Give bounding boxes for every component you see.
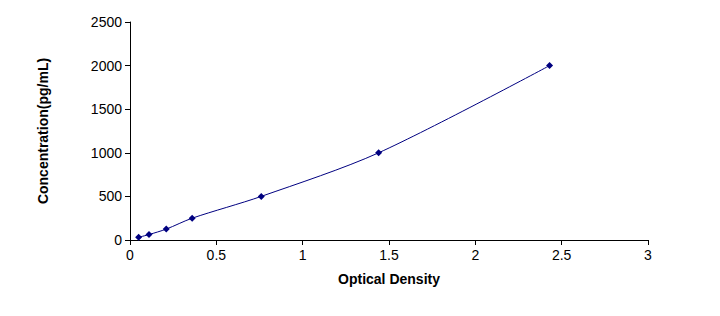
svg-text:1: 1 — [299, 247, 307, 263]
svg-text:3: 3 — [644, 247, 652, 263]
svg-text:2.5: 2.5 — [552, 247, 572, 263]
svg-text:Optical Density: Optical Density — [338, 271, 440, 287]
svg-text:2000: 2000 — [91, 58, 122, 74]
svg-text:1000: 1000 — [91, 145, 122, 161]
svg-text:2: 2 — [471, 247, 479, 263]
svg-text:0.5: 0.5 — [207, 247, 227, 263]
svg-text:0: 0 — [126, 247, 134, 263]
svg-text:1.5: 1.5 — [379, 247, 399, 263]
svg-text:Concentration(pg/mL): Concentration(pg/mL) — [35, 58, 51, 204]
svg-text:2500: 2500 — [91, 14, 122, 30]
svg-text:500: 500 — [99, 188, 123, 204]
svg-text:1500: 1500 — [91, 101, 122, 117]
svg-text:0: 0 — [114, 232, 122, 248]
